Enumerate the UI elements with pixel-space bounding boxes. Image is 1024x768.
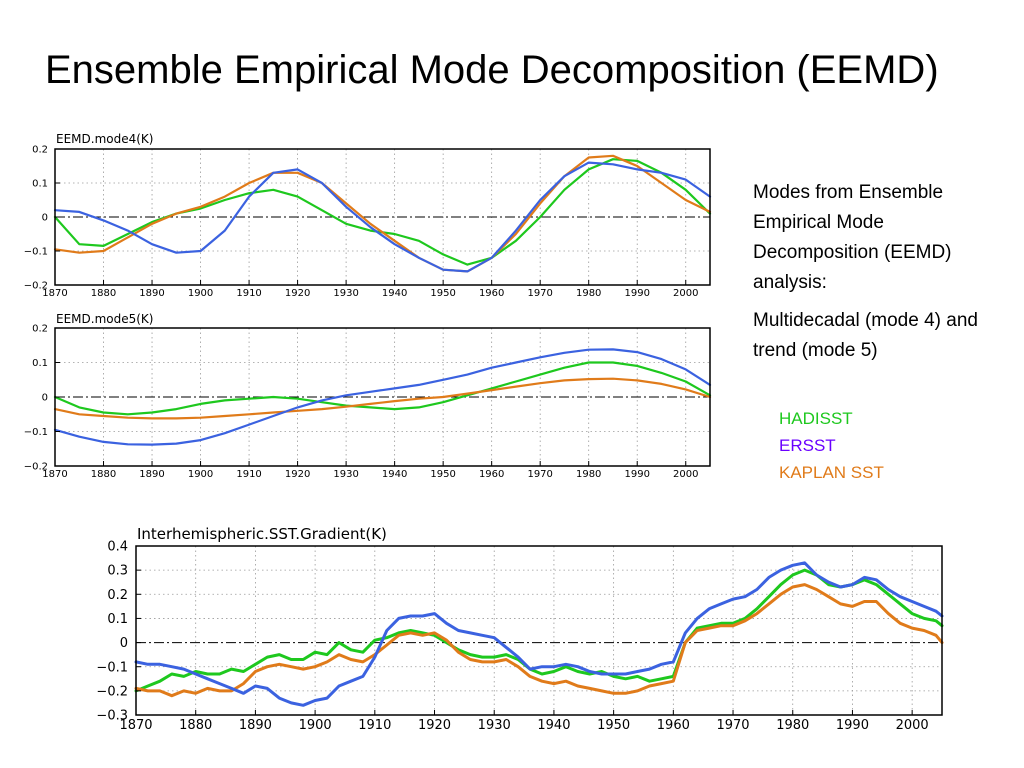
series-line-1	[53, 361, 712, 416]
x-tick-label: 1890	[139, 288, 164, 299]
x-tick-label: 1940	[537, 718, 570, 733]
series-line-2	[53, 154, 712, 273]
x-tick-label: 1980	[576, 469, 601, 480]
x-tick-label: 1910	[358, 718, 391, 733]
x-tick-label: 1960	[479, 469, 504, 480]
x-tick-label: 1890	[139, 469, 164, 480]
description-paragraph: Modes from Ensemble Empirical Mode Decom…	[753, 182, 952, 293]
x-tick-label: 1930	[333, 469, 358, 480]
x-tick-label: 1920	[285, 469, 310, 480]
x-tick-label: 1980	[576, 288, 601, 299]
x-tick-label: 1930	[333, 288, 358, 299]
plot-frame	[135, 545, 943, 716]
x-tick-label: 1990	[836, 718, 869, 733]
y-tick-label: −0.1	[24, 247, 48, 258]
x-tick-label: 1880	[179, 718, 212, 733]
x-tick-label: 1990	[624, 288, 649, 299]
y-tick-label: 0.2	[32, 324, 48, 335]
y-tick-label: −0.3	[96, 709, 128, 724]
y-tick-label: 0.2	[32, 145, 48, 156]
x-tick-label: 1870	[42, 288, 67, 299]
x-tick-label: 1920	[285, 288, 310, 299]
series-line-3	[134, 561, 944, 707]
y-tick-label: −0.2	[96, 684, 128, 699]
y-tick-label: 0.1	[32, 358, 48, 369]
description-text: Modes from Ensemble Empirical Mode Decom…	[753, 178, 1013, 374]
x-tick-label: 1890	[239, 718, 272, 733]
legend: HADISST ERSST KAPLAN SST	[779, 405, 884, 486]
legend-item-kaplan: KAPLAN SST	[779, 463, 884, 482]
x-tick-label: 1880	[91, 288, 116, 299]
y-tick-label: −0.2	[24, 462, 48, 473]
modes-note: Multidecadal (mode 4) and trend (mode 5)	[753, 310, 978, 361]
legend-item-hadisst: HADISST	[779, 409, 853, 428]
chart-title: EEMD.mode4(K)	[56, 132, 153, 146]
x-tick-label: 1950	[430, 288, 455, 299]
y-tick-label: 0	[120, 636, 128, 651]
x-tick-label: 1920	[418, 718, 451, 733]
x-tick-label: 1960	[657, 718, 690, 733]
x-tick-label: 1910	[236, 469, 261, 480]
y-tick-label: 0.1	[32, 179, 48, 190]
x-tick-label: 1900	[299, 718, 332, 733]
x-tick-label: 1960	[479, 288, 504, 299]
series-line-1	[53, 158, 712, 266]
x-tick-label: 1880	[91, 469, 116, 480]
y-tick-label: 0.2	[107, 588, 128, 603]
x-tick-label: 1980	[776, 718, 809, 733]
x-tick-label: 1940	[382, 288, 407, 299]
y-tick-label: 0.1	[107, 612, 128, 627]
x-tick-label: 1970	[527, 469, 552, 480]
chart-title: Interhemispheric.SST.Gradient(K)	[137, 525, 387, 543]
x-tick-label: 1970	[527, 288, 552, 299]
y-tick-label: 0.3	[107, 564, 128, 579]
series-line-2	[53, 377, 712, 420]
x-tick-label: 1900	[188, 288, 213, 299]
series-line-2	[134, 583, 944, 698]
y-tick-label: −0.1	[24, 427, 48, 438]
chart-3: 1870 1880 1890 1900 1910 1920 1930 1940 1950 1960…	[96, 525, 944, 733]
series-line-3	[53, 348, 712, 446]
x-tick-label: 1910	[236, 288, 261, 299]
chart-2: 1870 1880 1890 1900 1910 1920 1930 1940 1950 1960…	[24, 312, 712, 480]
y-tick-label: −0.1	[96, 660, 128, 675]
slide-title: Ensemble Empirical Mode Decomposition (E…	[45, 48, 939, 92]
chart-title: EEMD.mode5(K)	[56, 312, 153, 326]
x-tick-label: 1900	[188, 469, 213, 480]
series-line-1	[134, 568, 944, 693]
x-tick-label: 1970	[716, 718, 749, 733]
x-tick-label: 2000	[673, 288, 698, 299]
chart-1: 1870 1880 1890 1900 1910 1920 1930 1940 1950 1960…	[24, 132, 712, 299]
x-tick-label: 1950	[430, 469, 455, 480]
x-tick-label: 2000	[673, 469, 698, 480]
x-tick-label: 1870	[42, 469, 67, 480]
series-line-3	[53, 161, 712, 273]
x-tick-label: 2000	[896, 718, 929, 733]
x-tick-label: 1940	[382, 469, 407, 480]
y-tick-label: 0	[42, 213, 48, 224]
y-tick-label: 0	[42, 393, 48, 404]
x-tick-label: 1870	[119, 718, 152, 733]
y-tick-label: 0.4	[107, 540, 128, 555]
y-tick-label: −0.2	[24, 281, 48, 292]
x-tick-label: 1990	[624, 469, 649, 480]
x-tick-label: 1930	[478, 718, 511, 733]
x-tick-label: 1950	[597, 718, 630, 733]
legend-item-ersst: ERSST	[779, 436, 836, 455]
